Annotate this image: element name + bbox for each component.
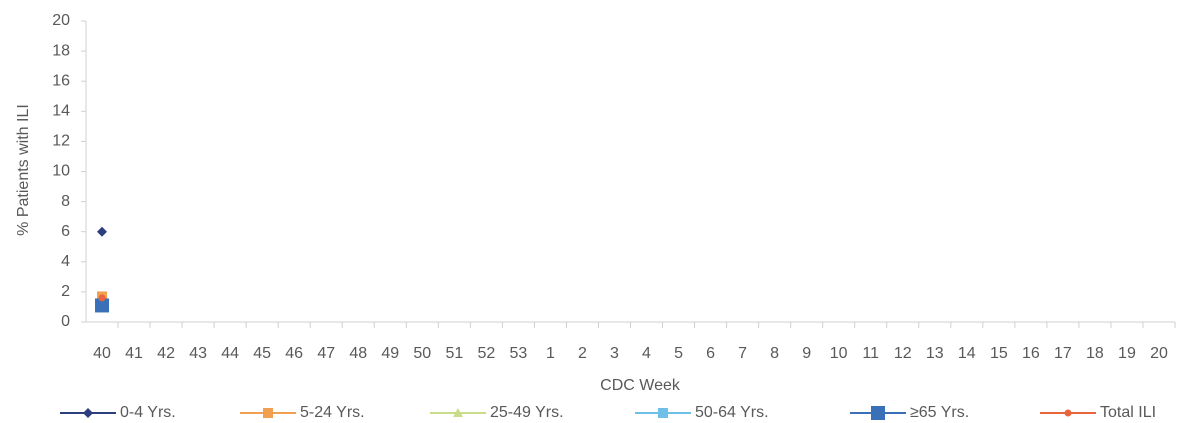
x-tick-label: 4	[642, 345, 651, 362]
y-tick-label: 0	[61, 313, 70, 330]
x-tick-label: 40	[93, 345, 111, 362]
x-tick-label: 2	[578, 345, 587, 362]
x-tick-label: 1	[546, 345, 555, 362]
x-tick-label: 46	[285, 345, 303, 362]
x-tick-label: 47	[317, 345, 335, 362]
y-tick-label: 6	[61, 223, 70, 240]
x-tick-label: 17	[1054, 345, 1072, 362]
legend-label: 5-24 Yrs.	[300, 404, 365, 421]
y-tick-label: 10	[52, 163, 70, 180]
x-tick-label: 50	[413, 345, 431, 362]
legend-marker	[83, 408, 93, 418]
x-tick-label: 42	[157, 345, 175, 362]
x-tick-label: 15	[990, 345, 1008, 362]
y-tick-label: 20	[52, 12, 70, 29]
x-tick-label: 52	[477, 345, 495, 362]
y-tick-label: 8	[61, 193, 70, 210]
legend-marker	[658, 408, 668, 418]
y-tick-label: 18	[52, 42, 70, 59]
x-tick-label: 7	[738, 345, 747, 362]
data-point	[95, 298, 110, 313]
y-axis-title: % Patients with ILI	[15, 104, 32, 236]
x-tick-label: 3	[610, 345, 619, 362]
x-axis-title: CDC Week	[600, 377, 681, 394]
x-tick-label: 45	[253, 345, 271, 362]
x-tick-label: 8	[770, 345, 779, 362]
y-tick-label: 12	[52, 133, 70, 150]
y-tick-label: 2	[61, 283, 70, 300]
legend-label: ≥65 Yrs.	[910, 404, 969, 421]
x-tick-label: 13	[926, 345, 944, 362]
x-tick-label: 5	[674, 345, 683, 362]
data-point	[97, 226, 108, 237]
legend-marker	[453, 408, 463, 417]
x-tick-label: 10	[830, 345, 848, 362]
x-tick-label: 51	[445, 345, 463, 362]
x-tick-label: 18	[1086, 345, 1104, 362]
x-tick-label: 20	[1150, 345, 1168, 362]
x-tick-label: 6	[706, 345, 715, 362]
x-tick-label: 53	[509, 345, 527, 362]
legend-label: 50-64 Yrs.	[695, 404, 769, 421]
x-tick-label: 48	[349, 345, 367, 362]
x-tick-label: 19	[1118, 345, 1136, 362]
x-tick-label: 44	[221, 345, 239, 362]
legend-label: Total ILI	[1100, 404, 1156, 421]
x-tick-label: 12	[894, 345, 912, 362]
legend-marker	[1064, 409, 1072, 417]
legend-label: 25-49 Yrs.	[490, 404, 564, 421]
x-tick-label: 14	[958, 345, 976, 362]
x-tick-label: 9	[802, 345, 811, 362]
x-tick-label: 16	[1022, 345, 1040, 362]
data-point	[98, 294, 106, 302]
x-tick-label: 41	[125, 345, 143, 362]
x-tick-label: 11	[862, 345, 879, 362]
legend-label: 0-4 Yrs.	[120, 404, 176, 421]
y-tick-label: 4	[61, 253, 70, 270]
y-tick-label: 14	[52, 103, 70, 120]
legend-marker	[263, 408, 273, 418]
y-tick-label: 16	[52, 72, 70, 89]
x-tick-label: 43	[189, 345, 207, 362]
legend-marker	[871, 406, 885, 420]
x-tick-label: 49	[381, 345, 399, 362]
